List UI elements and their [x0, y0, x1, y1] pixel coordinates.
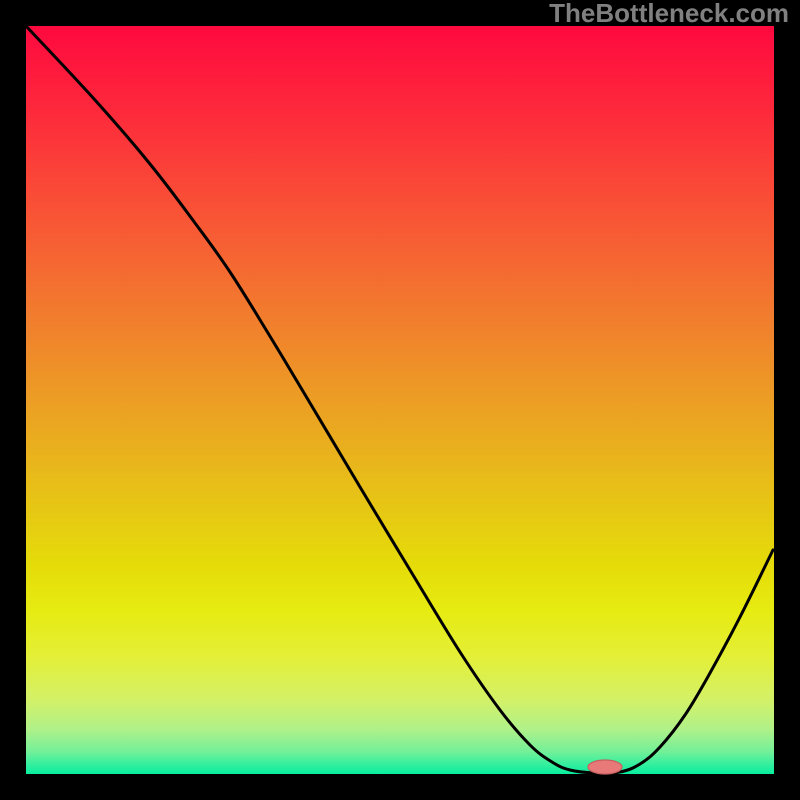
bottleneck-chart: TheBottleneck.com: [0, 0, 800, 800]
optimal-marker: [588, 760, 622, 774]
plot-area: [26, 26, 774, 774]
watermark-text: TheBottleneck.com: [549, 0, 789, 28]
